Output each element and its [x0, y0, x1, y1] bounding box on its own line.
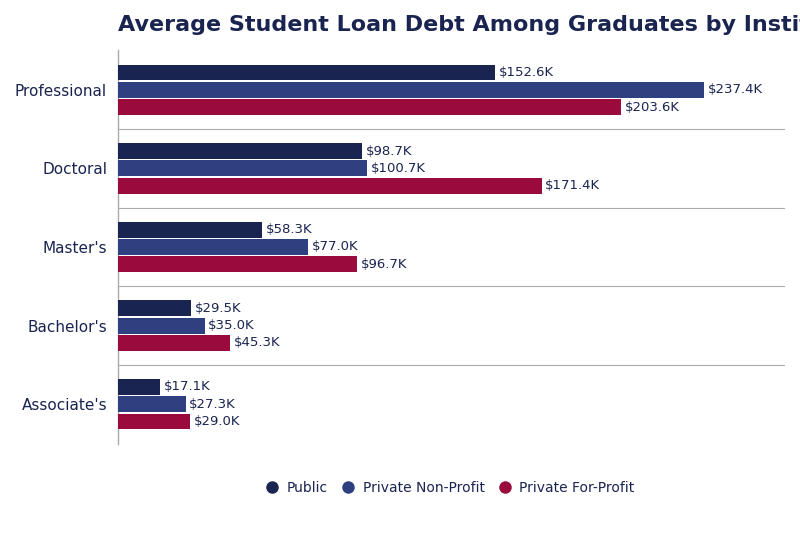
Bar: [118, 99, 621, 115]
Bar: [118, 413, 190, 429]
Bar: [118, 317, 205, 333]
Text: $27.3K: $27.3K: [190, 398, 236, 411]
Legend: Public, Private Non-Profit, Private For-Profit: Public, Private Non-Profit, Private For-…: [262, 474, 642, 502]
Text: $98.7K: $98.7K: [366, 145, 412, 157]
Bar: [118, 143, 362, 159]
Bar: [118, 161, 367, 176]
Bar: [118, 396, 186, 412]
Text: $100.7K: $100.7K: [370, 162, 426, 175]
Text: $203.6K: $203.6K: [625, 100, 680, 114]
Text: $171.4K: $171.4K: [546, 179, 600, 192]
Text: $29.0K: $29.0K: [194, 415, 240, 428]
Text: $29.5K: $29.5K: [194, 302, 242, 315]
Bar: [118, 65, 495, 81]
Text: $45.3K: $45.3K: [234, 336, 281, 349]
Bar: [118, 300, 191, 316]
Text: $77.0K: $77.0K: [312, 241, 358, 253]
Bar: [118, 256, 357, 272]
Text: $237.4K: $237.4K: [708, 83, 763, 96]
Bar: [118, 379, 161, 395]
Text: $96.7K: $96.7K: [361, 258, 407, 271]
Bar: [118, 82, 705, 98]
Bar: [118, 239, 308, 255]
Text: $17.1K: $17.1K: [164, 380, 211, 394]
Bar: [118, 222, 262, 238]
Text: $152.6K: $152.6K: [498, 66, 554, 79]
Text: $58.3K: $58.3K: [266, 223, 313, 236]
Text: Average Student Loan Debt Among Graduates by Institution Type: Average Student Loan Debt Among Graduate…: [118, 15, 800, 35]
Bar: [118, 178, 542, 194]
Bar: [118, 335, 230, 351]
Text: $35.0K: $35.0K: [208, 319, 255, 332]
